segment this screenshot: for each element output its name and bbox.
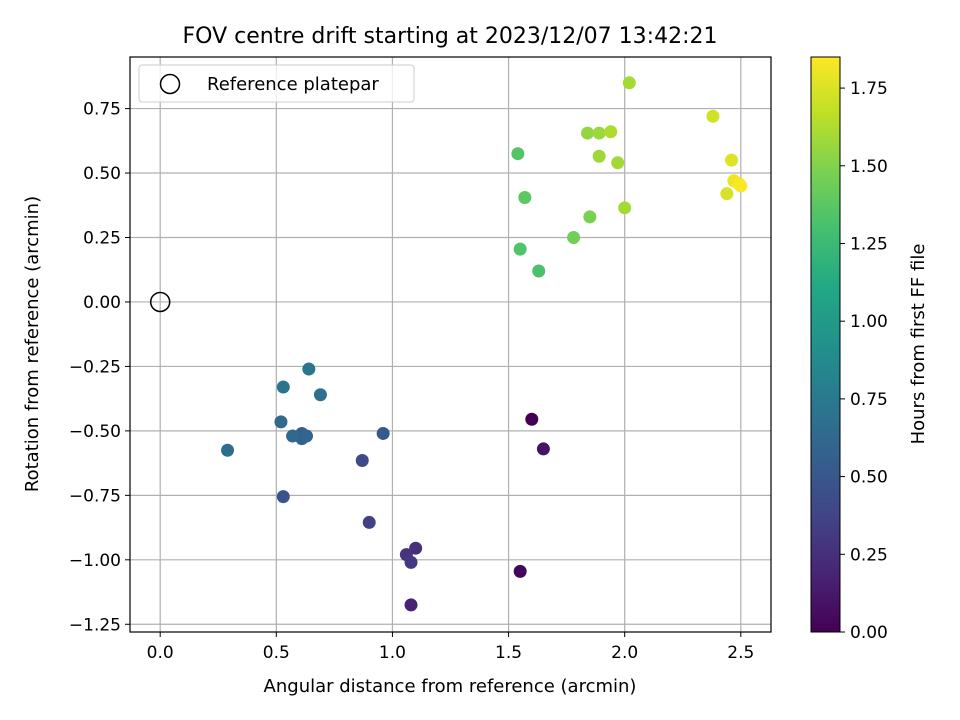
data-point bbox=[286, 429, 300, 443]
data-point bbox=[313, 388, 327, 402]
data-point bbox=[362, 515, 376, 529]
x-tick-label: 0.5 bbox=[263, 643, 290, 663]
colorbar-label: Hours from first FF file bbox=[908, 244, 929, 445]
legend-open-circle-icon bbox=[159, 73, 181, 95]
data-point bbox=[720, 187, 734, 201]
data-point bbox=[404, 555, 418, 569]
data-point bbox=[525, 412, 539, 426]
y-tick-label: −0.25 bbox=[69, 357, 121, 377]
y-axis-ticks: 0.75 0.50 0.25 0.00 −0.25 −0.50 −0.75 −1.00 −1.2… bbox=[69, 100, 130, 635]
y-tick-label: −0.50 bbox=[69, 422, 121, 442]
y-tick-label: −1.25 bbox=[69, 615, 121, 635]
colorbar-tick-label: 1.00 bbox=[850, 312, 888, 332]
chart-title: FOV centre drift starting at 2023/12/07 … bbox=[183, 24, 718, 49]
data-point bbox=[518, 191, 532, 205]
data-point bbox=[513, 242, 527, 256]
data-point bbox=[592, 149, 606, 163]
y-tick-label: 0.00 bbox=[83, 293, 121, 313]
data-point bbox=[532, 264, 546, 278]
data-point bbox=[622, 76, 636, 90]
data-point bbox=[592, 126, 606, 140]
reference-platepar-point bbox=[149, 291, 171, 313]
colorbar-ticks: 0.00 0.25 0.50 0.75 1.00 1.25 1.50 1.75 bbox=[840, 79, 888, 643]
colorbar bbox=[810, 56, 841, 633]
data-point bbox=[276, 380, 290, 394]
reference-marker bbox=[149, 291, 171, 313]
data-point bbox=[221, 443, 235, 457]
data-point bbox=[618, 201, 632, 215]
grid-lines bbox=[130, 57, 771, 632]
legend: Reference platepar bbox=[138, 64, 415, 103]
data-point bbox=[300, 429, 314, 443]
y-tick-label: 0.75 bbox=[83, 100, 121, 120]
data-point bbox=[611, 156, 625, 170]
data-point bbox=[511, 147, 525, 161]
data-point bbox=[536, 442, 550, 456]
data-point bbox=[513, 564, 527, 578]
colorbar-tick-label: 0.75 bbox=[850, 390, 888, 410]
plot-frame bbox=[129, 56, 772, 633]
legend-box bbox=[138, 64, 415, 103]
data-point bbox=[604, 125, 618, 139]
colorbar-tick-label: 0.00 bbox=[850, 623, 888, 643]
data-point bbox=[706, 109, 720, 123]
colorbar-tick-label: 1.25 bbox=[850, 234, 888, 254]
data-point bbox=[409, 541, 423, 555]
y-tick-label: 0.25 bbox=[83, 228, 121, 248]
data-point bbox=[581, 126, 595, 140]
x-axis-ticks: 0.0 0.5 1.0 1.5 2.0 2.5 bbox=[147, 632, 754, 663]
legend-entry-label: Reference platepar bbox=[207, 74, 379, 95]
data-point bbox=[276, 490, 290, 504]
data-point bbox=[404, 598, 418, 612]
data-point bbox=[734, 179, 748, 193]
data-point bbox=[302, 362, 316, 376]
x-tick-label: 2.0 bbox=[611, 643, 638, 663]
colorbar-tick-label: 0.25 bbox=[850, 545, 888, 565]
data-point bbox=[376, 426, 390, 440]
x-tick-label: 1.0 bbox=[379, 643, 406, 663]
data-point bbox=[583, 210, 597, 224]
x-axis-label: Angular distance from reference (arcmin) bbox=[264, 676, 637, 697]
y-axis-label: Rotation from reference (arcmin) bbox=[22, 196, 43, 492]
x-tick-label: 1.5 bbox=[495, 643, 522, 663]
data-point bbox=[274, 415, 288, 429]
y-tick-label: −0.75 bbox=[69, 486, 121, 506]
x-tick-label: 0.0 bbox=[147, 643, 174, 663]
data-point bbox=[725, 153, 739, 167]
data-points bbox=[221, 76, 748, 612]
colorbar-tick-label: 0.50 bbox=[850, 468, 888, 488]
data-point bbox=[355, 454, 369, 468]
colorbar-tick-label: 1.50 bbox=[850, 157, 888, 177]
colorbar-tick-label: 1.75 bbox=[850, 79, 888, 99]
y-tick-label: −1.00 bbox=[69, 551, 121, 571]
data-point bbox=[567, 230, 581, 244]
y-tick-label: 0.50 bbox=[83, 164, 121, 184]
x-tick-label: 2.5 bbox=[727, 643, 754, 663]
